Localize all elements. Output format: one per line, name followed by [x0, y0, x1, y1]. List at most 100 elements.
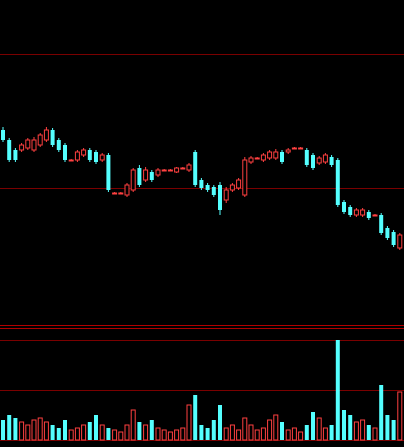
volume-bar	[267, 419, 273, 441]
volume-bar	[342, 410, 346, 440]
candle-body	[322, 154, 328, 163]
volume-bar	[31, 419, 37, 441]
volume-bar	[112, 429, 118, 441]
candle-body	[223, 189, 229, 201]
volume-bar	[311, 412, 315, 440]
candle-body	[81, 149, 87, 156]
candle-body	[7, 140, 12, 160]
candle-body	[25, 139, 31, 149]
candle-body	[280, 152, 284, 162]
candle-body	[74, 151, 80, 161]
volume-bar	[167, 431, 173, 441]
volume-bar	[397, 391, 403, 441]
candle-body	[254, 157, 260, 160]
volume-bar	[37, 417, 43, 441]
candle-body	[155, 169, 161, 176]
candle-body	[391, 232, 396, 245]
candle-body	[63, 145, 67, 160]
volume-bar	[43, 421, 49, 441]
volume-bar	[186, 404, 192, 441]
volume-bar	[130, 409, 136, 441]
candle-body	[149, 172, 154, 180]
volume-bar	[391, 420, 396, 440]
candle-body	[56, 140, 61, 150]
volume-bar	[348, 415, 353, 440]
candle-body	[311, 155, 315, 168]
volume-bar	[13, 418, 18, 440]
candle-body	[99, 154, 105, 161]
candle-body	[229, 184, 235, 191]
volume-bar	[161, 429, 167, 441]
candle-body	[143, 169, 149, 181]
volume-bar	[280, 422, 284, 440]
volume-bar	[353, 421, 359, 441]
candle-body	[50, 130, 55, 145]
volume-bar	[260, 427, 266, 441]
volume-bar	[298, 431, 304, 441]
volume-bar	[254, 429, 260, 441]
candle-body	[211, 187, 216, 195]
candle-body	[360, 209, 366, 216]
candle-body	[118, 192, 124, 195]
volume-bar	[180, 427, 186, 441]
candle-body	[273, 151, 279, 159]
candle-body	[353, 209, 359, 216]
candle-body	[329, 157, 334, 165]
candle-body	[174, 167, 180, 173]
volume-bar	[81, 424, 87, 441]
candle-body	[236, 179, 242, 189]
volume-bar	[316, 417, 322, 441]
volume-bar	[242, 417, 248, 441]
volume-bar	[236, 429, 242, 441]
volume-bar	[118, 431, 124, 441]
candle-body	[19, 144, 25, 151]
volume-bar	[304, 425, 309, 440]
volume-bar	[56, 428, 61, 440]
candle-body	[161, 169, 167, 172]
candle-body	[342, 202, 346, 212]
volume-bar	[199, 425, 204, 440]
candle-body	[112, 192, 118, 195]
candle-body	[106, 155, 111, 190]
candle-body	[94, 152, 98, 162]
volume-bar	[329, 425, 334, 440]
candle-body	[372, 214, 378, 217]
candle-body	[1, 130, 5, 140]
volume-bar	[229, 424, 235, 441]
volume-bar	[124, 424, 130, 441]
volume-bar	[74, 427, 80, 441]
candle-body	[137, 168, 142, 185]
candle-body	[316, 157, 322, 164]
volume-bar	[87, 422, 92, 440]
candle-body	[186, 164, 192, 171]
candle-body	[68, 159, 74, 162]
candle-body	[180, 167, 186, 170]
volume-bar	[7, 415, 12, 440]
candle-body	[87, 150, 92, 160]
candle-body	[130, 169, 136, 191]
volume-bar	[1, 420, 5, 440]
candle-body	[248, 157, 254, 163]
volume-bar	[335, 340, 340, 440]
candle-body	[397, 234, 403, 249]
candle-body	[348, 207, 353, 215]
volume-bar	[385, 415, 390, 440]
volume-bar	[379, 385, 384, 440]
volume-bar	[211, 420, 216, 440]
volume-bar	[19, 421, 25, 441]
volume-bar	[372, 427, 378, 441]
volume-bar	[248, 424, 254, 441]
volume-bar	[291, 427, 297, 441]
candle-body	[242, 159, 248, 196]
candle-body	[13, 150, 18, 160]
volume-bar	[106, 428, 111, 440]
candle-body	[193, 152, 198, 185]
volume-bar	[366, 425, 371, 440]
volume-bar	[68, 429, 74, 441]
volume-bar	[205, 428, 210, 440]
volume-bar	[273, 414, 279, 441]
volume-bar	[50, 425, 55, 440]
